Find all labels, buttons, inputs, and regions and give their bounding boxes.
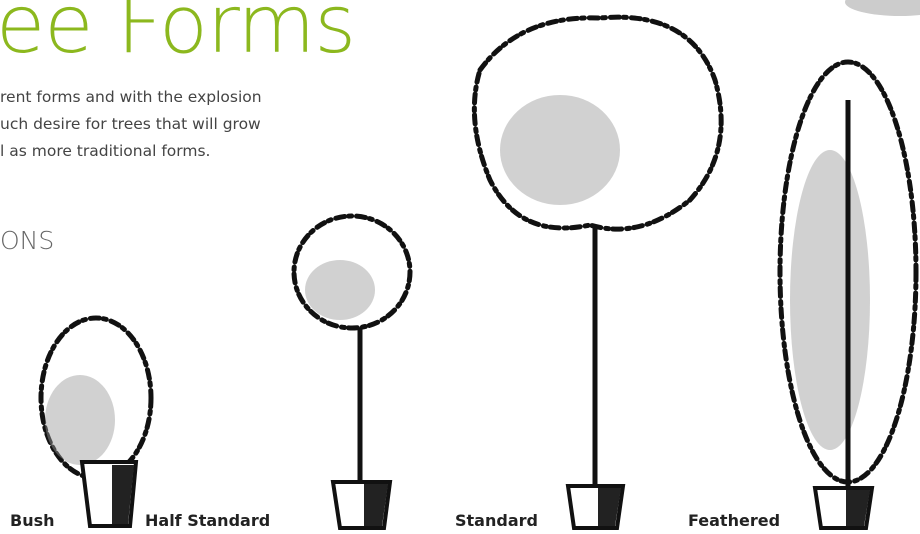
standard-tree <box>474 17 721 528</box>
tree-label: Feathered <box>688 511 780 530</box>
page: ee Forms rent forms and with the explosi… <box>0 0 920 534</box>
half-standard-tree <box>294 216 410 528</box>
intro-text: rent forms and with the explosion uch de… <box>0 84 262 165</box>
section-heading: ONS <box>0 226 54 255</box>
page-title: ee Forms <box>0 0 355 71</box>
bush-tree <box>41 318 151 526</box>
tree-label: Standard <box>455 511 538 530</box>
illustrations <box>0 0 920 534</box>
tree-label: Bush <box>10 511 55 530</box>
intro-line: l as more traditional forms. <box>0 138 262 165</box>
decor-blob <box>845 0 920 16</box>
intro-line: uch desire for trees that will grow <box>0 111 262 138</box>
intro-line: rent forms and with the explosion <box>0 84 262 111</box>
tree-label: Half Standard <box>145 511 270 530</box>
feathered-tree <box>780 62 916 528</box>
